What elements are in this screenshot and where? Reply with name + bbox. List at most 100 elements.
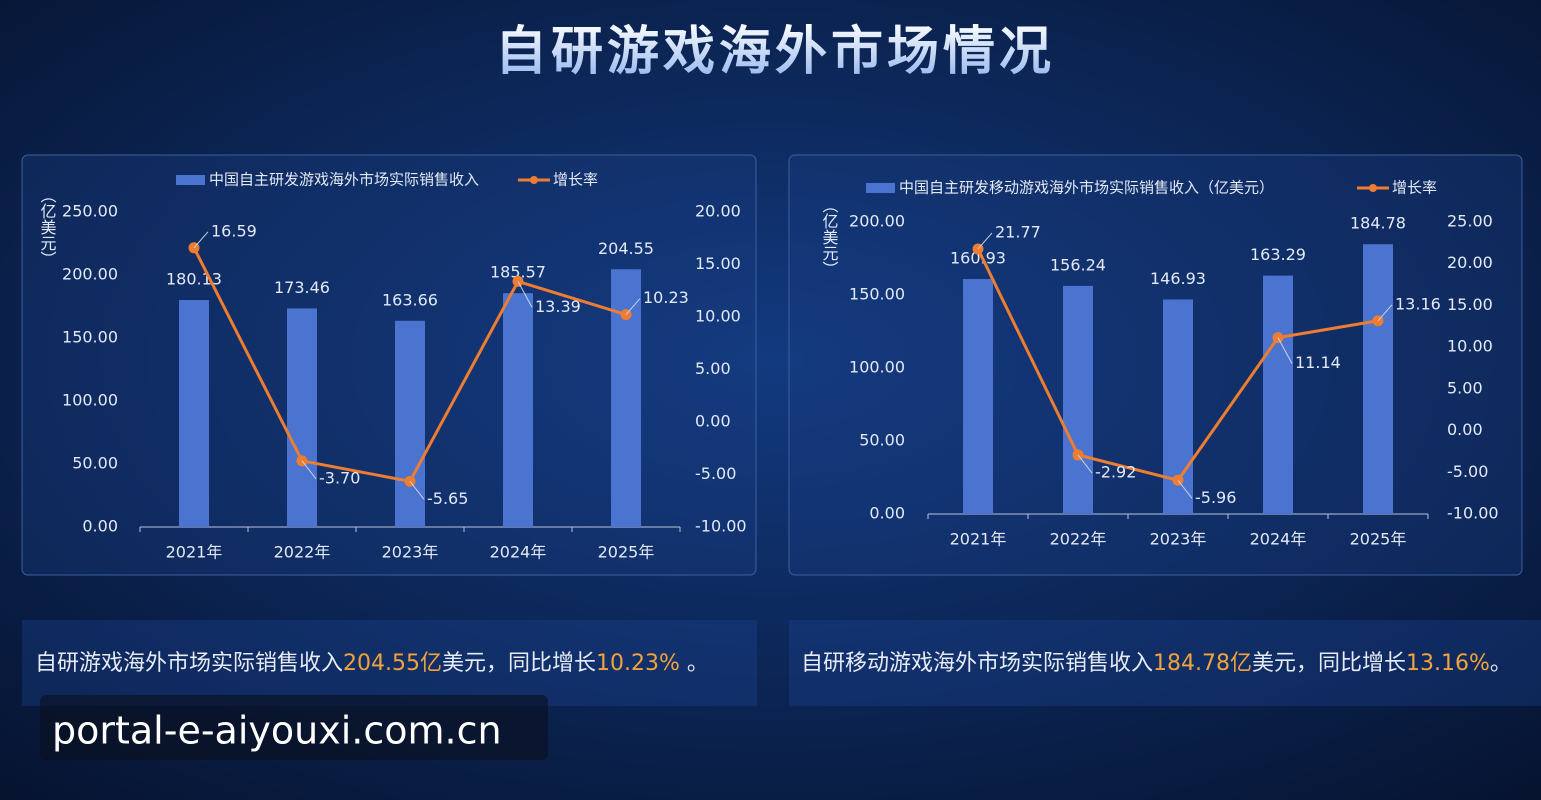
x-tick-label: 2021年	[166, 543, 223, 562]
watermark: portal-e-aiyouxi.com.cn	[52, 709, 502, 753]
caption-segment: 10.23%	[596, 651, 680, 676]
bar	[179, 300, 209, 527]
caption: 自研移动游戏海外市场实际销售收入184.78亿美元，同比增长13.16%。	[801, 651, 1512, 676]
caption-segment: 自研游戏海外市场实际销售收入	[35, 651, 343, 676]
y2-tick-label: 5.00	[1447, 378, 1483, 397]
x-tick-label: 2025年	[598, 543, 655, 562]
label-leader	[1177, 479, 1193, 499]
bar	[1363, 244, 1393, 515]
y2-tick-label: 15.00	[695, 254, 741, 273]
bar-value-label: 173.46	[274, 278, 330, 297]
y-tick-label: 150.00	[849, 285, 905, 304]
y2-tick-label: 15.00	[1447, 295, 1493, 314]
legend-label: 中国自主研发游戏海外市场实际销售收入	[209, 171, 479, 189]
growth-value-label: 11.14	[1295, 353, 1341, 372]
growth-value-label: 13.16	[1395, 294, 1441, 313]
bar	[395, 320, 425, 527]
y2-tick-label: 10.00	[1447, 337, 1493, 356]
label-leader	[1377, 304, 1393, 322]
growth-value-label: -5.65	[427, 489, 468, 508]
chart-panel	[21, 154, 757, 576]
y-tick-label: 0.00	[869, 504, 905, 523]
label-leader	[517, 281, 533, 308]
caption-segment: 13.16%	[1406, 651, 1490, 676]
watermark-box	[40, 695, 548, 760]
caption-segment: 184.78亿	[1153, 651, 1252, 676]
label-leader	[1077, 454, 1093, 474]
x-tick-label: 2022年	[274, 543, 331, 562]
growth-value-label: -2.92	[1095, 462, 1136, 481]
bar-value-label: 184.78	[1350, 214, 1406, 233]
caption: 自研游戏海外市场实际销售收入204.55亿美元，同比增长10.23% 。	[35, 651, 709, 676]
label-leader	[193, 231, 209, 249]
y-tick-label: 200.00	[849, 212, 905, 231]
bar	[1063, 285, 1093, 514]
legend-label: 增长率	[1392, 179, 1437, 197]
bar-value-label: 185.57	[490, 263, 546, 282]
y-tick-label: 50.00	[72, 454, 118, 473]
bar-value-label: 160.93	[950, 249, 1006, 268]
caption-segment: 美元，同比增长	[1252, 651, 1406, 676]
y-axis-label: （亿美元）	[38, 187, 57, 267]
y-tick-label: 50.00	[859, 431, 905, 450]
bar-value-label: 146.93	[1150, 269, 1206, 288]
x-tick-label: 2023年	[382, 543, 439, 562]
y2-tick-label: -10.00	[695, 517, 747, 536]
slide-title: 自研游戏海外市场情况	[495, 22, 1055, 82]
y2-tick-label: -10.00	[1447, 504, 1499, 523]
x-tick-label: 2023年	[1150, 530, 1207, 549]
y2-tick-label: 25.00	[1447, 212, 1493, 231]
y-axis-label: （亿美元）	[820, 197, 839, 277]
y2-tick-label: -5.00	[1447, 462, 1488, 481]
y2-tick-label: 0.00	[1447, 420, 1483, 439]
label-leader	[301, 460, 317, 480]
x-tick-label: 2024年	[1250, 530, 1307, 549]
caption-segment: 。	[680, 651, 709, 676]
y-tick-label: 200.00	[62, 265, 118, 284]
caption-segment: 自研移动游戏海外市场实际销售收入	[801, 651, 1153, 676]
x-tick-label: 2024年	[490, 543, 547, 562]
bar-value-label: 163.29	[1250, 245, 1306, 264]
growth-value-label: -3.70	[319, 468, 360, 487]
label-leader	[625, 298, 641, 315]
label-leader	[977, 232, 993, 250]
y-tick-label: 100.00	[62, 391, 118, 410]
growth-value-label: -5.96	[1195, 488, 1236, 507]
legend-label: 中国自主研发移动游戏海外市场实际销售收入（亿美元）	[899, 179, 1274, 197]
x-tick-label: 2021年	[950, 530, 1007, 549]
growth-value-label: 10.23	[643, 288, 689, 307]
label-leader	[1277, 337, 1293, 364]
bar	[287, 308, 317, 527]
legend-swatch	[866, 183, 895, 193]
bar-value-label: 156.24	[1050, 255, 1106, 274]
x-tick-label: 2025年	[1350, 530, 1407, 549]
legend-swatch	[176, 175, 205, 185]
legend-swatch	[1369, 184, 1377, 192]
bar	[963, 279, 993, 514]
y2-tick-label: 20.00	[1447, 253, 1493, 272]
y-tick-label: 250.00	[62, 202, 118, 221]
bar	[1263, 275, 1293, 514]
growth-value-label: 16.59	[211, 221, 257, 240]
caption-segment: 。	[1490, 651, 1512, 676]
y-tick-label: 100.00	[849, 358, 905, 377]
bar-value-label: 163.66	[382, 290, 438, 309]
legend-swatch	[530, 176, 538, 184]
bar-value-label: 204.55	[598, 239, 654, 258]
y2-tick-label: 5.00	[695, 359, 731, 378]
caption-segment: 美元，同比增长	[442, 651, 596, 676]
bar	[503, 293, 533, 527]
growth-value-label: 13.39	[535, 297, 581, 316]
y2-tick-label: 10.00	[695, 307, 741, 326]
caption-segment: 204.55亿	[343, 651, 442, 676]
y-tick-label: 0.00	[82, 517, 118, 536]
y2-tick-label: 20.00	[695, 202, 741, 221]
y2-tick-label: 0.00	[695, 412, 731, 431]
growth-value-label: 21.77	[995, 222, 1041, 241]
x-tick-label: 2022年	[1050, 530, 1107, 549]
y2-tick-label: -5.00	[695, 464, 736, 483]
caption-box	[22, 620, 757, 706]
caption-box	[789, 620, 1541, 706]
bar	[611, 269, 641, 527]
